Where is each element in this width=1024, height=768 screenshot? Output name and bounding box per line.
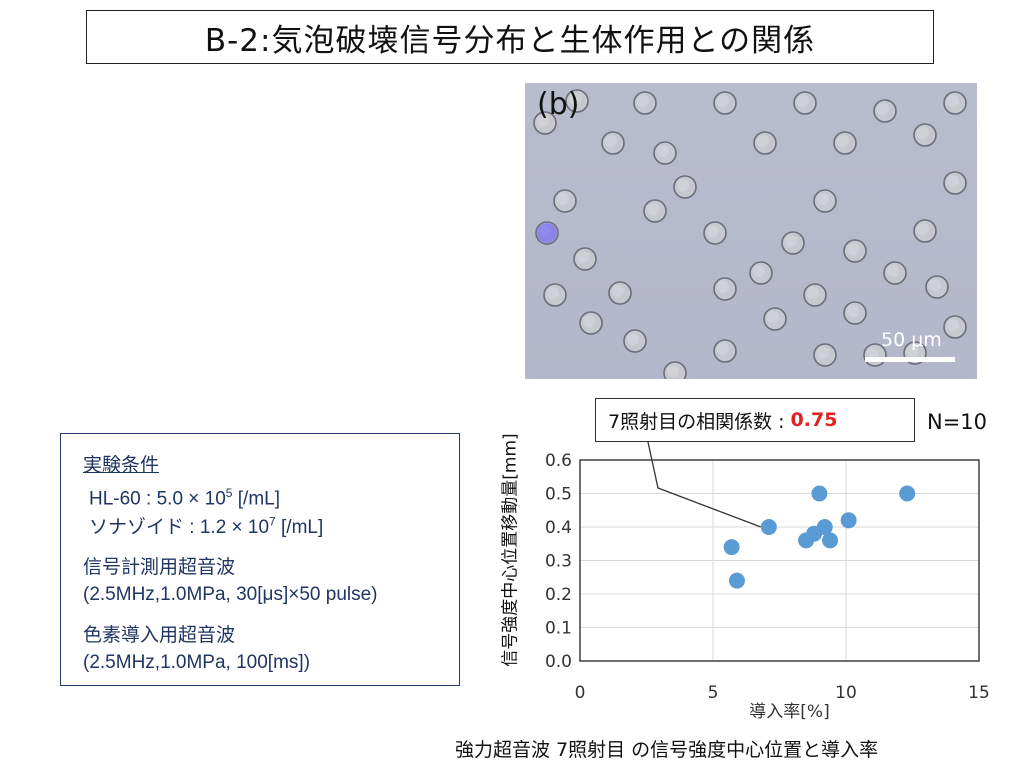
correlation-value: 0.75	[790, 409, 838, 431]
chart-caption: 強力超音波 7照射目 の信号強度中心位置と導入率	[455, 739, 879, 761]
stained-cell	[537, 223, 557, 243]
scale-label-b: 50 μm	[881, 329, 942, 351]
correlation-label: 7照射目の相関係数 :	[608, 410, 785, 433]
y-axis-label: 信号強度中心位置移動量[mm]	[500, 433, 521, 667]
x-axis-label: 導入率[%]	[749, 702, 829, 722]
condition-sonazoid-value: 1.2 × 10	[199, 517, 270, 538]
data-point	[728, 572, 745, 589]
condition-dye-params: (2.5MHz,1.0MPa, 100[ms])	[83, 652, 311, 673]
condition-signal-params: (2.5MHz,1.0MPa, 30[μs]×50 pulse)	[83, 584, 378, 605]
micrograph-b: (b) 50 μm	[525, 83, 977, 379]
x-tick-label: 5	[708, 683, 719, 703]
data-point	[899, 485, 916, 502]
y-tick-label: 0.5	[545, 485, 572, 505]
y-tick-label: 0.6	[545, 451, 572, 471]
y-tick-label: 0.3	[545, 552, 572, 572]
data-point	[816, 519, 833, 535]
data-point	[840, 512, 857, 529]
callout-leader	[647, 441, 762, 528]
conditions-box: 実験条件 HL-60 : 5.0 × 105 [/mL] ソナゾイド : 1.2…	[60, 433, 460, 686]
data-point	[760, 519, 777, 535]
condition-signal-us: 信号計測用超音波	[83, 557, 236, 578]
condition-hl60-unit: [/mL]	[232, 488, 280, 510]
x-tick-label: 15	[968, 683, 990, 703]
y-tick-label: 0.1	[545, 619, 572, 639]
y-tick-label: 0.2	[545, 585, 572, 605]
condition-hl60: HL-60 : 5.0 × 105 [/mL]	[89, 486, 280, 510]
correlation-callout: 7照射目の相関係数 : 0.75	[595, 398, 915, 442]
condition-dye-us: 色素導入用超音波	[83, 625, 236, 646]
page-title: B-2:気泡破壊信号分布と生体作用との関係	[86, 10, 934, 64]
x-tick-label: 10	[835, 683, 857, 703]
conditions-title: 実験条件	[83, 455, 160, 476]
condition-sonazoid-exp: 7	[269, 514, 276, 529]
condition-hl60-name: HL-60 :	[89, 488, 157, 510]
x-tick-label: 0	[575, 683, 586, 703]
condition-hl60-exp: 5	[225, 486, 233, 500]
y-tick-label: 0.4	[545, 518, 572, 538]
scale-bar-b	[865, 357, 955, 362]
y-tick-label: 0.0	[545, 652, 572, 672]
condition-sonazoid: ソナゾイド : 1.2 × 107 [/mL]	[89, 512, 323, 539]
condition-hl60-value: 5.0 × 10	[156, 488, 226, 510]
sample-count: N=10	[927, 410, 988, 434]
panel-label-b: (b)	[537, 87, 580, 122]
cells-b-image	[533, 89, 967, 379]
condition-sonazoid-unit: [/mL]	[275, 517, 324, 538]
condition-sonazoid-name: ソナゾイド :	[89, 517, 200, 538]
data-point	[822, 532, 839, 549]
plot-area	[579, 459, 980, 662]
data-point	[723, 539, 740, 556]
data-point	[811, 485, 828, 502]
